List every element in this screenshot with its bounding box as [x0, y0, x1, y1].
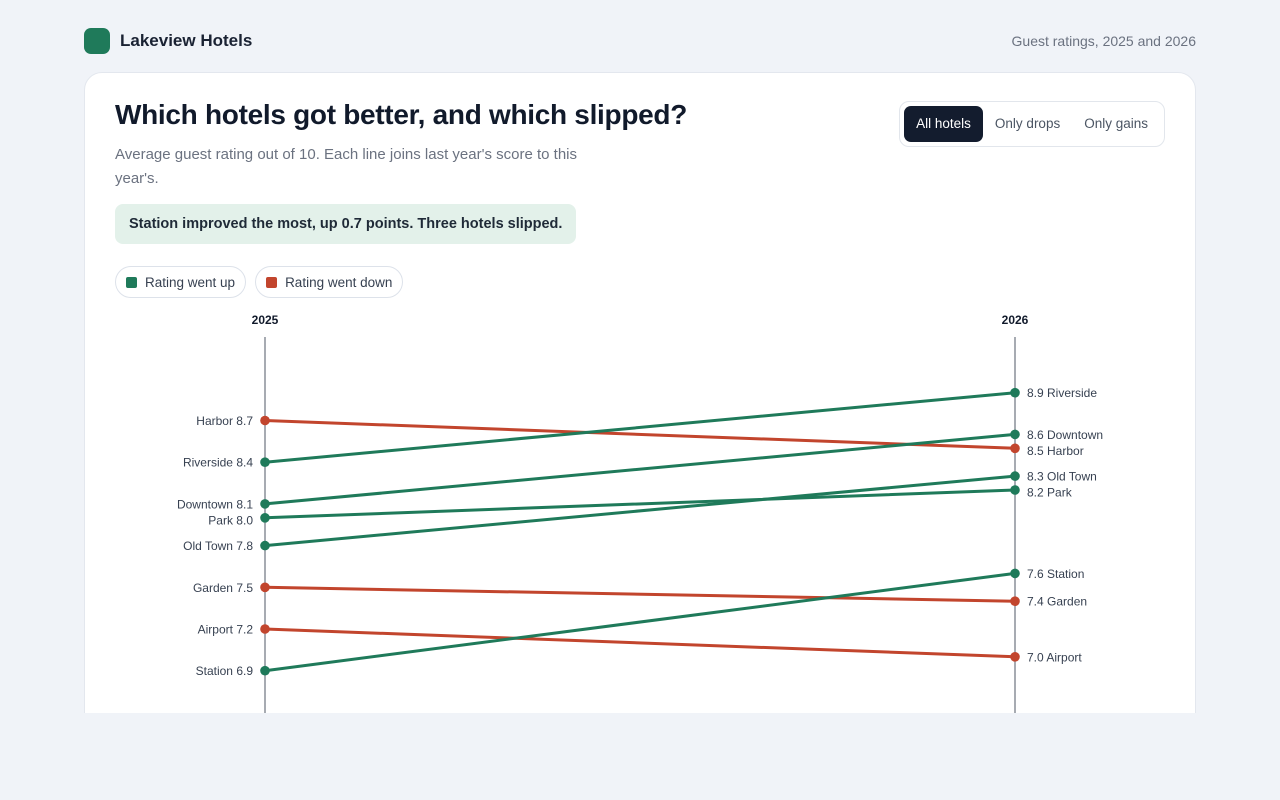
- slope-line-harbor: [263, 419, 1017, 450]
- slope-line-downtown: [263, 432, 1017, 506]
- label-2026-park: 8.2 Park: [1027, 486, 1073, 500]
- filter-toggle: All hotels Only drops Only gains: [899, 101, 1165, 147]
- point-2025-station: [260, 665, 270, 676]
- filter-only-gains[interactable]: Only gains: [1084, 116, 1148, 131]
- label-2025-station: Station 6.9: [196, 664, 254, 678]
- point-2025-downtown: [260, 499, 270, 509]
- insight-callout: Station improved the most, up 0.7 points…: [115, 204, 577, 244]
- slope-chart: 2025 2026 Harbor 8.7 Riverside 8.4 Downtown …: [177, 313, 1103, 733]
- point-2025-riverside: [260, 457, 270, 468]
- point-2026-riverside: [1010, 387, 1020, 398]
- page-title: Which hotels got better, and which slipp…: [115, 99, 688, 130]
- label-2025-old-town: Old Town 7.8: [183, 539, 253, 553]
- label-2026-station: 7.6 Station: [1027, 567, 1084, 581]
- legend-label-up: Rating went up: [145, 274, 236, 290]
- label-2026-downtown: 8.6 Downtown: [1027, 428, 1103, 442]
- point-2026-park: [1010, 485, 1020, 495]
- label-2025-airport: Airport 7.2: [198, 623, 254, 637]
- label-2026-airport: 7.0 Airport: [1027, 650, 1082, 664]
- legend-label-down: Rating went down: [285, 274, 393, 290]
- point-2025-park: [260, 513, 270, 523]
- point-2026-airport: [1010, 652, 1020, 662]
- label-2026-old-town: 8.3 Old Town: [1027, 470, 1097, 484]
- point-2026-station: [1010, 568, 1020, 579]
- point-2026-harbor: [1010, 443, 1020, 454]
- top-bar: Lakeview Hotels Guest ratings, 2025 and …: [84, 28, 1196, 54]
- slope-line-park: [263, 488, 1017, 520]
- column-head-2025: 2025: [252, 313, 279, 327]
- filter-only-drops[interactable]: Only drops: [994, 116, 1061, 131]
- slope-line-garden: [263, 585, 1017, 603]
- chart-card: Which hotels got better, and which slipp…: [84, 72, 1196, 734]
- point-2025-airport: [260, 624, 270, 634]
- legend-item-up: Rating went up: [115, 266, 247, 298]
- slope-line-old-town: [263, 474, 1017, 548]
- up-swatch-icon: [126, 276, 137, 288]
- page-subtitle: Average guest rating out of 10. Each lin…: [115, 146, 578, 187]
- label-2026-riverside: 8.9 Riverside: [1027, 386, 1097, 400]
- legend: Rating went up Rating went down: [115, 266, 404, 298]
- point-2026-old-town: [1010, 471, 1020, 481]
- page-background: [0, 713, 1280, 800]
- legend-item-down: Rating went down: [255, 266, 404, 298]
- slope-line-station: [263, 571, 1017, 673]
- label-2025-park: Park 8.0: [208, 513, 253, 527]
- label-2026-harbor: 8.5 Harbor: [1027, 444, 1084, 458]
- point-2025-harbor: [260, 415, 270, 426]
- label-2026-garden: 7.4 Garden: [1027, 595, 1087, 609]
- point-2026-garden: [1010, 596, 1020, 606]
- point-2025-old-town: [260, 540, 270, 551]
- filter-all-hotels[interactable]: All hotels: [904, 106, 983, 142]
- slope-line-airport: [263, 627, 1017, 659]
- down-swatch-icon: [266, 276, 278, 288]
- point-2026-downtown: [1010, 429, 1020, 440]
- point-2025-garden: [260, 582, 270, 593]
- label-2025-harbor: Harbor 8.7: [196, 414, 253, 428]
- slope-line-riverside: [263, 391, 1017, 464]
- brand-name: Lakeview Hotels: [120, 31, 253, 50]
- label-2025-downtown: Downtown 8.1: [177, 497, 253, 511]
- brand-logo: [84, 28, 110, 54]
- label-2025-garden: Garden 7.5: [193, 581, 253, 595]
- page-tagline: Guest ratings, 2025 and 2026: [1011, 33, 1196, 49]
- label-2025-riverside: Riverside 8.4: [183, 456, 253, 470]
- column-head-2026: 2026: [1002, 313, 1029, 327]
